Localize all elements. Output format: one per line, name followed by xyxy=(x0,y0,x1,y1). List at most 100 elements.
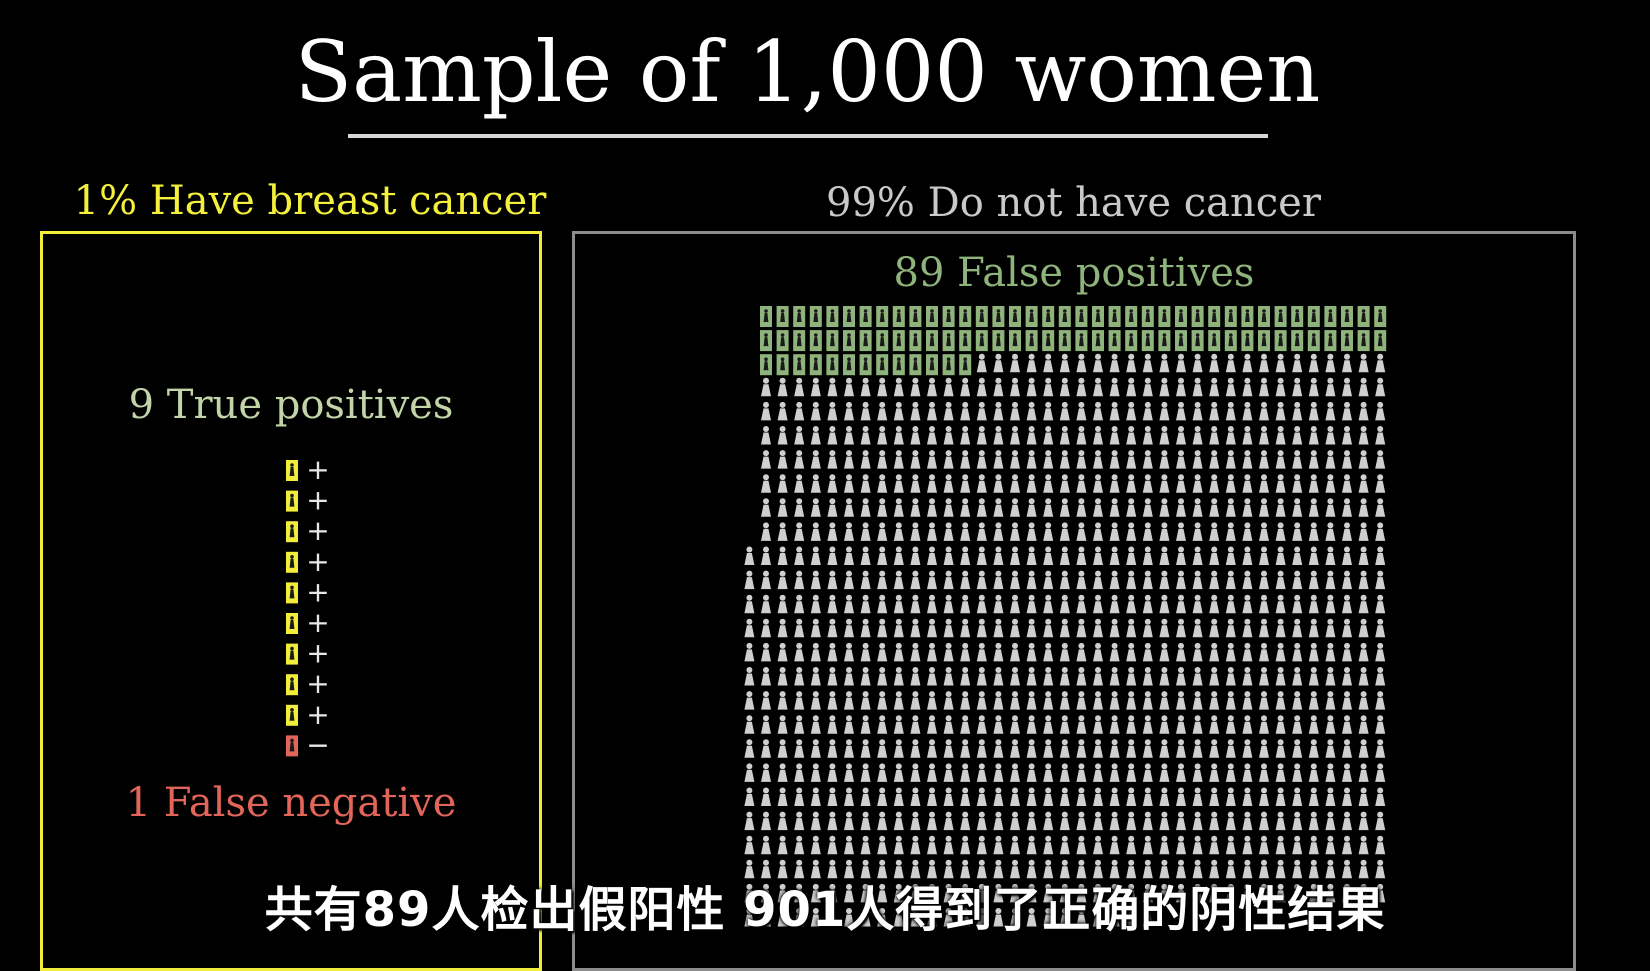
true-negative-person-icon xyxy=(927,546,937,565)
true-negative-person-icon xyxy=(1010,594,1020,614)
true-negative-person-icon xyxy=(1159,618,1170,638)
true-negative-person-icon xyxy=(960,377,971,397)
true-negative-person-icon xyxy=(1126,353,1137,373)
true-negative-person-icon xyxy=(1059,691,1070,710)
true-negative-person-icon xyxy=(1059,474,1070,493)
true-negative-person-icon xyxy=(761,426,771,445)
true-negative-person-icon xyxy=(844,618,854,638)
true-negative-person-icon xyxy=(1325,474,1336,493)
title-underline xyxy=(348,134,1268,138)
true-negative-person-icon xyxy=(1275,859,1286,879)
true-negative-person-icon xyxy=(1026,715,1037,734)
true-negative-person-icon xyxy=(1126,594,1137,614)
true-positive-person-icon xyxy=(286,490,298,512)
true-negative-person-icon xyxy=(1093,811,1103,831)
false-positive-person-icon xyxy=(942,306,955,327)
true-negative-person-icon xyxy=(976,715,987,734)
true-negative-person-icon xyxy=(1209,739,1220,758)
true-negative-person-icon xyxy=(1308,787,1319,806)
true-negative-person-icon xyxy=(761,642,771,662)
true-negative-person-icon xyxy=(1142,353,1153,373)
true-negative-person-icon xyxy=(827,522,838,541)
true-negative-person-icon xyxy=(1259,835,1269,855)
true-negative-person-icon xyxy=(1093,859,1103,879)
true-negative-person-icon xyxy=(976,450,987,469)
true-negative-person-icon xyxy=(761,883,771,903)
true-negative-person-icon xyxy=(1259,787,1269,806)
true-negative-person-icon xyxy=(860,594,871,614)
false-positive-person-icon xyxy=(760,354,772,376)
true-negative-person-icon xyxy=(960,811,971,831)
true-negative-person-icon xyxy=(860,883,871,903)
true-negative-person-icon xyxy=(1292,715,1303,734)
true-negative-person-icon xyxy=(1126,450,1137,469)
true-negative-person-icon xyxy=(827,498,838,517)
false-positive-person-icon xyxy=(1258,306,1270,327)
true-negative-person-icon xyxy=(1159,401,1170,421)
true-negative-person-icon xyxy=(1076,426,1087,445)
true-negative-person-icon xyxy=(877,787,888,806)
true-negative-person-icon xyxy=(1159,522,1170,541)
true-negative-person-icon xyxy=(1275,498,1286,517)
true-negative-person-icon xyxy=(1109,474,1120,493)
true-negative-person-icon xyxy=(1358,811,1369,831)
true-negative-person-icon xyxy=(1342,859,1352,879)
true-negative-person-icon xyxy=(1059,570,1070,590)
true-negative-person-icon xyxy=(1159,811,1170,831)
true-negative-person-icon xyxy=(960,835,971,855)
true-negative-person-icon xyxy=(1275,835,1286,855)
true-negative-person-icon xyxy=(1375,377,1386,397)
false-positive-person-icon xyxy=(776,330,789,352)
true-negative-person-icon xyxy=(1043,401,1054,421)
true-negative-person-icon xyxy=(761,667,771,686)
false-positive-person-icon xyxy=(1274,306,1287,327)
true-negative-person-icon xyxy=(844,883,854,903)
true-negative-person-icon xyxy=(910,763,921,782)
true-negative-person-icon xyxy=(1109,353,1120,373)
true-negative-person-icon xyxy=(1010,353,1020,373)
true-negative-person-icon xyxy=(1109,570,1120,590)
true-negative-person-icon xyxy=(1259,450,1269,469)
true-negative-person-icon xyxy=(1242,474,1253,493)
true-negative-person-icon xyxy=(1192,739,1203,758)
true-negative-person-icon xyxy=(844,739,854,758)
true-negative-person-icon xyxy=(1225,811,1236,831)
true-negative-person-icon xyxy=(927,401,937,421)
true-negative-person-icon xyxy=(976,859,987,879)
true-negative-person-icon xyxy=(777,908,788,927)
true-negative-person-icon xyxy=(761,522,771,541)
true-negative-person-icon xyxy=(1109,498,1120,517)
true-negative-person-icon xyxy=(1292,763,1303,782)
true-negative-person-icon xyxy=(1209,450,1220,469)
true-negative-person-icon xyxy=(777,883,788,903)
true-negative-person-icon xyxy=(1059,498,1070,517)
true-negative-person-icon xyxy=(943,401,954,421)
true-negative-person-icon xyxy=(1308,474,1319,493)
true-negative-person-icon xyxy=(1043,715,1054,734)
true-negative-person-icon xyxy=(744,835,755,855)
true-negative-person-icon xyxy=(927,377,937,397)
true-negative-person-icon xyxy=(1325,883,1336,903)
true-negative-person-icon xyxy=(1275,642,1286,662)
true-negative-person-icon xyxy=(1358,667,1369,686)
false-positive-person-icon xyxy=(760,306,772,327)
true-negative-person-icon xyxy=(744,883,755,903)
true-negative-person-icon xyxy=(1010,426,1020,445)
true-negative-person-icon xyxy=(827,377,838,397)
true-negative-person-icon xyxy=(1176,811,1186,831)
true-negative-person-icon xyxy=(910,474,921,493)
true-negative-person-icon xyxy=(1292,739,1303,758)
true-negative-person-icon xyxy=(1342,570,1352,590)
true-negative-person-icon xyxy=(976,691,987,710)
true-negative-person-icon xyxy=(943,787,954,806)
true-negative-person-icon xyxy=(893,642,904,662)
true-negative-person-icon xyxy=(1043,474,1054,493)
true-negative-person-icon xyxy=(1358,835,1369,855)
true-negative-person-icon xyxy=(877,570,888,590)
true-negative-person-icon xyxy=(1076,642,1087,662)
true-negative-person-icon xyxy=(1375,883,1386,903)
true-negative-person-icon xyxy=(860,787,871,806)
true-negative-person-icon xyxy=(960,618,971,638)
true-negative-person-icon xyxy=(1142,739,1153,758)
